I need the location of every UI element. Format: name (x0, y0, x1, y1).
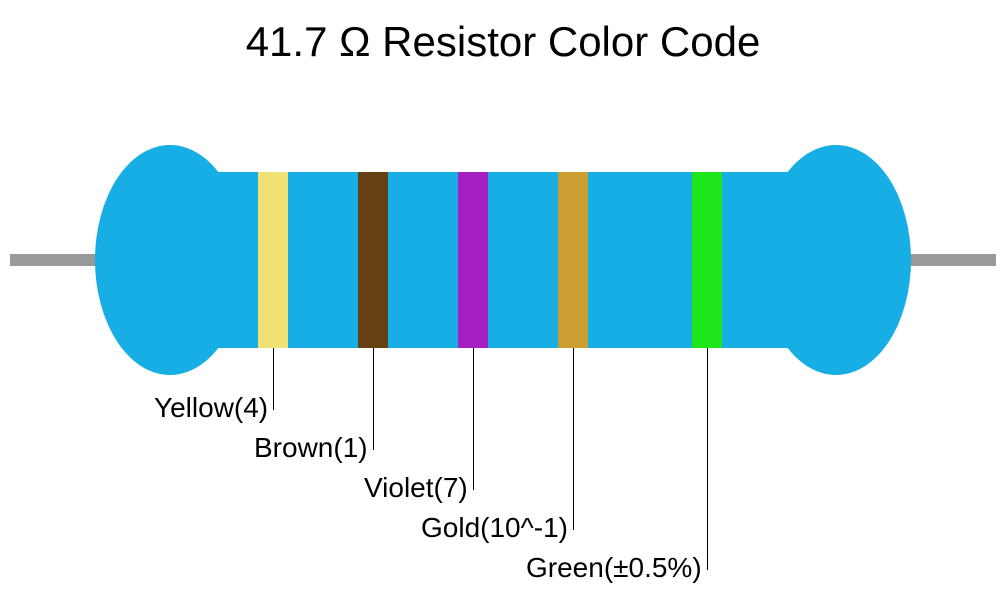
band-4 (558, 172, 588, 348)
band-label-5: Green(±0.5%) (526, 552, 702, 584)
leader-3 (473, 348, 474, 490)
resistor-diagram: 41.7 Ω Resistor Color Code Yellow(4) Brow… (0, 0, 1006, 607)
band-2 (358, 172, 388, 348)
leader-4 (573, 348, 574, 530)
endcap-right (761, 145, 911, 375)
band-label-1: Yellow(4) (154, 392, 268, 424)
leader-1 (273, 348, 274, 410)
band-label-4: Gold(10^-1) (421, 512, 568, 544)
leader-2 (373, 348, 374, 450)
band-3 (458, 172, 488, 348)
band-label-3: Violet(7) (364, 472, 468, 504)
diagram-title: 41.7 Ω Resistor Color Code (0, 18, 1006, 66)
band-1 (258, 172, 288, 348)
leader-5 (707, 348, 708, 570)
band-5 (692, 172, 722, 348)
band-label-2: Brown(1) (254, 432, 368, 464)
